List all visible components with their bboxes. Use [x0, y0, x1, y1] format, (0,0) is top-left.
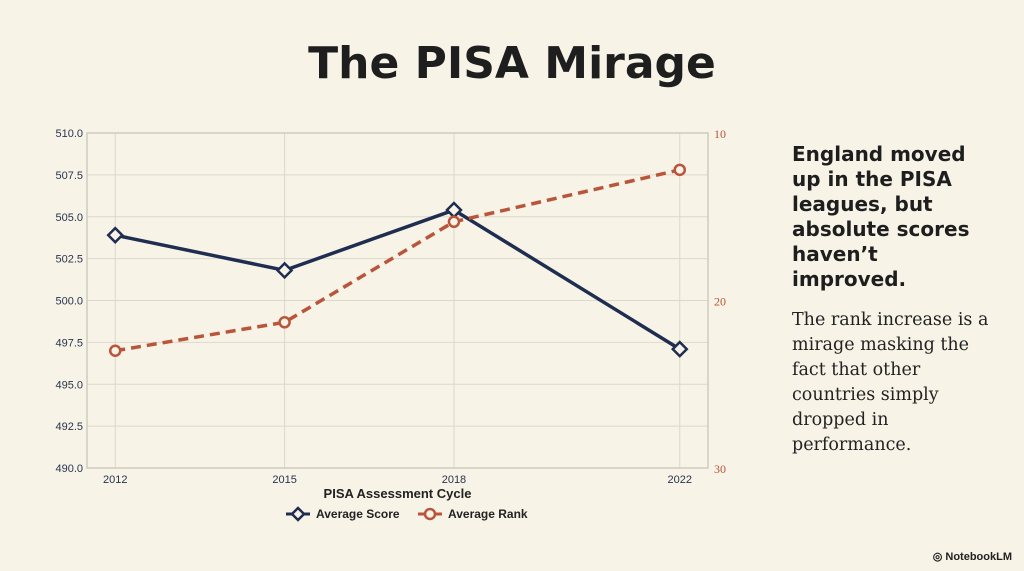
right-tick-label: 10 [714, 127, 726, 141]
x-tick-label: 2015 [272, 474, 296, 486]
x-tick-label: 2022 [668, 474, 692, 486]
score-point [275, 261, 294, 280]
plot-frame [86, 132, 709, 469]
score-point [106, 226, 124, 244]
left-tick-label: 490.0 [55, 463, 83, 475]
score-point [671, 340, 689, 358]
body-text: The rank increase is a mirage masking th… [792, 310, 989, 455]
legend-circle-icon [423, 507, 437, 521]
left-tick-label: 507.5 [55, 170, 83, 182]
rank-point [447, 215, 461, 229]
legend-label: Average Score [316, 507, 400, 521]
left-tick-label: 492.5 [55, 421, 83, 433]
side-panel: England moved up in the PISA leagues, bu… [792, 142, 992, 458]
left-tick-label: 505.0 [55, 212, 83, 224]
rank-point [278, 316, 291, 329]
brand-label: ◎ NotebookLM [932, 551, 1012, 563]
x-tick-label: 2012 [103, 474, 127, 486]
x-axis-label: PISA Assessment Cycle [324, 486, 472, 501]
left-tick-label: 497.5 [55, 337, 83, 349]
left-tick-label: 500.0 [55, 296, 83, 308]
legend-label: Average Rank [448, 507, 528, 521]
right-tick-label: 20 [714, 295, 726, 309]
legend-diamond-icon [290, 506, 306, 522]
rank-point [673, 163, 687, 177]
left-tick-label: 502.5 [55, 254, 83, 266]
left-tick-label: 510.0 [55, 128, 83, 140]
series-line-rank [114, 168, 681, 353]
dual-axis-line-chart: 490.0 492.5 495.0 497.5 500.0 502.5 505.0 507.5… [55, 127, 726, 522]
brand-text: NotebookLM [945, 551, 1012, 563]
left-tick-label: 495.0 [55, 379, 83, 391]
page-title: The PISA Mirage [308, 38, 716, 89]
right-tick-label: 30 [714, 462, 726, 476]
rank-point [108, 344, 122, 357]
series-line-score [114, 208, 681, 351]
headline: England moved up in the PISA leagues, bu… [792, 142, 970, 291]
x-tick-label: 2018 [442, 474, 466, 486]
